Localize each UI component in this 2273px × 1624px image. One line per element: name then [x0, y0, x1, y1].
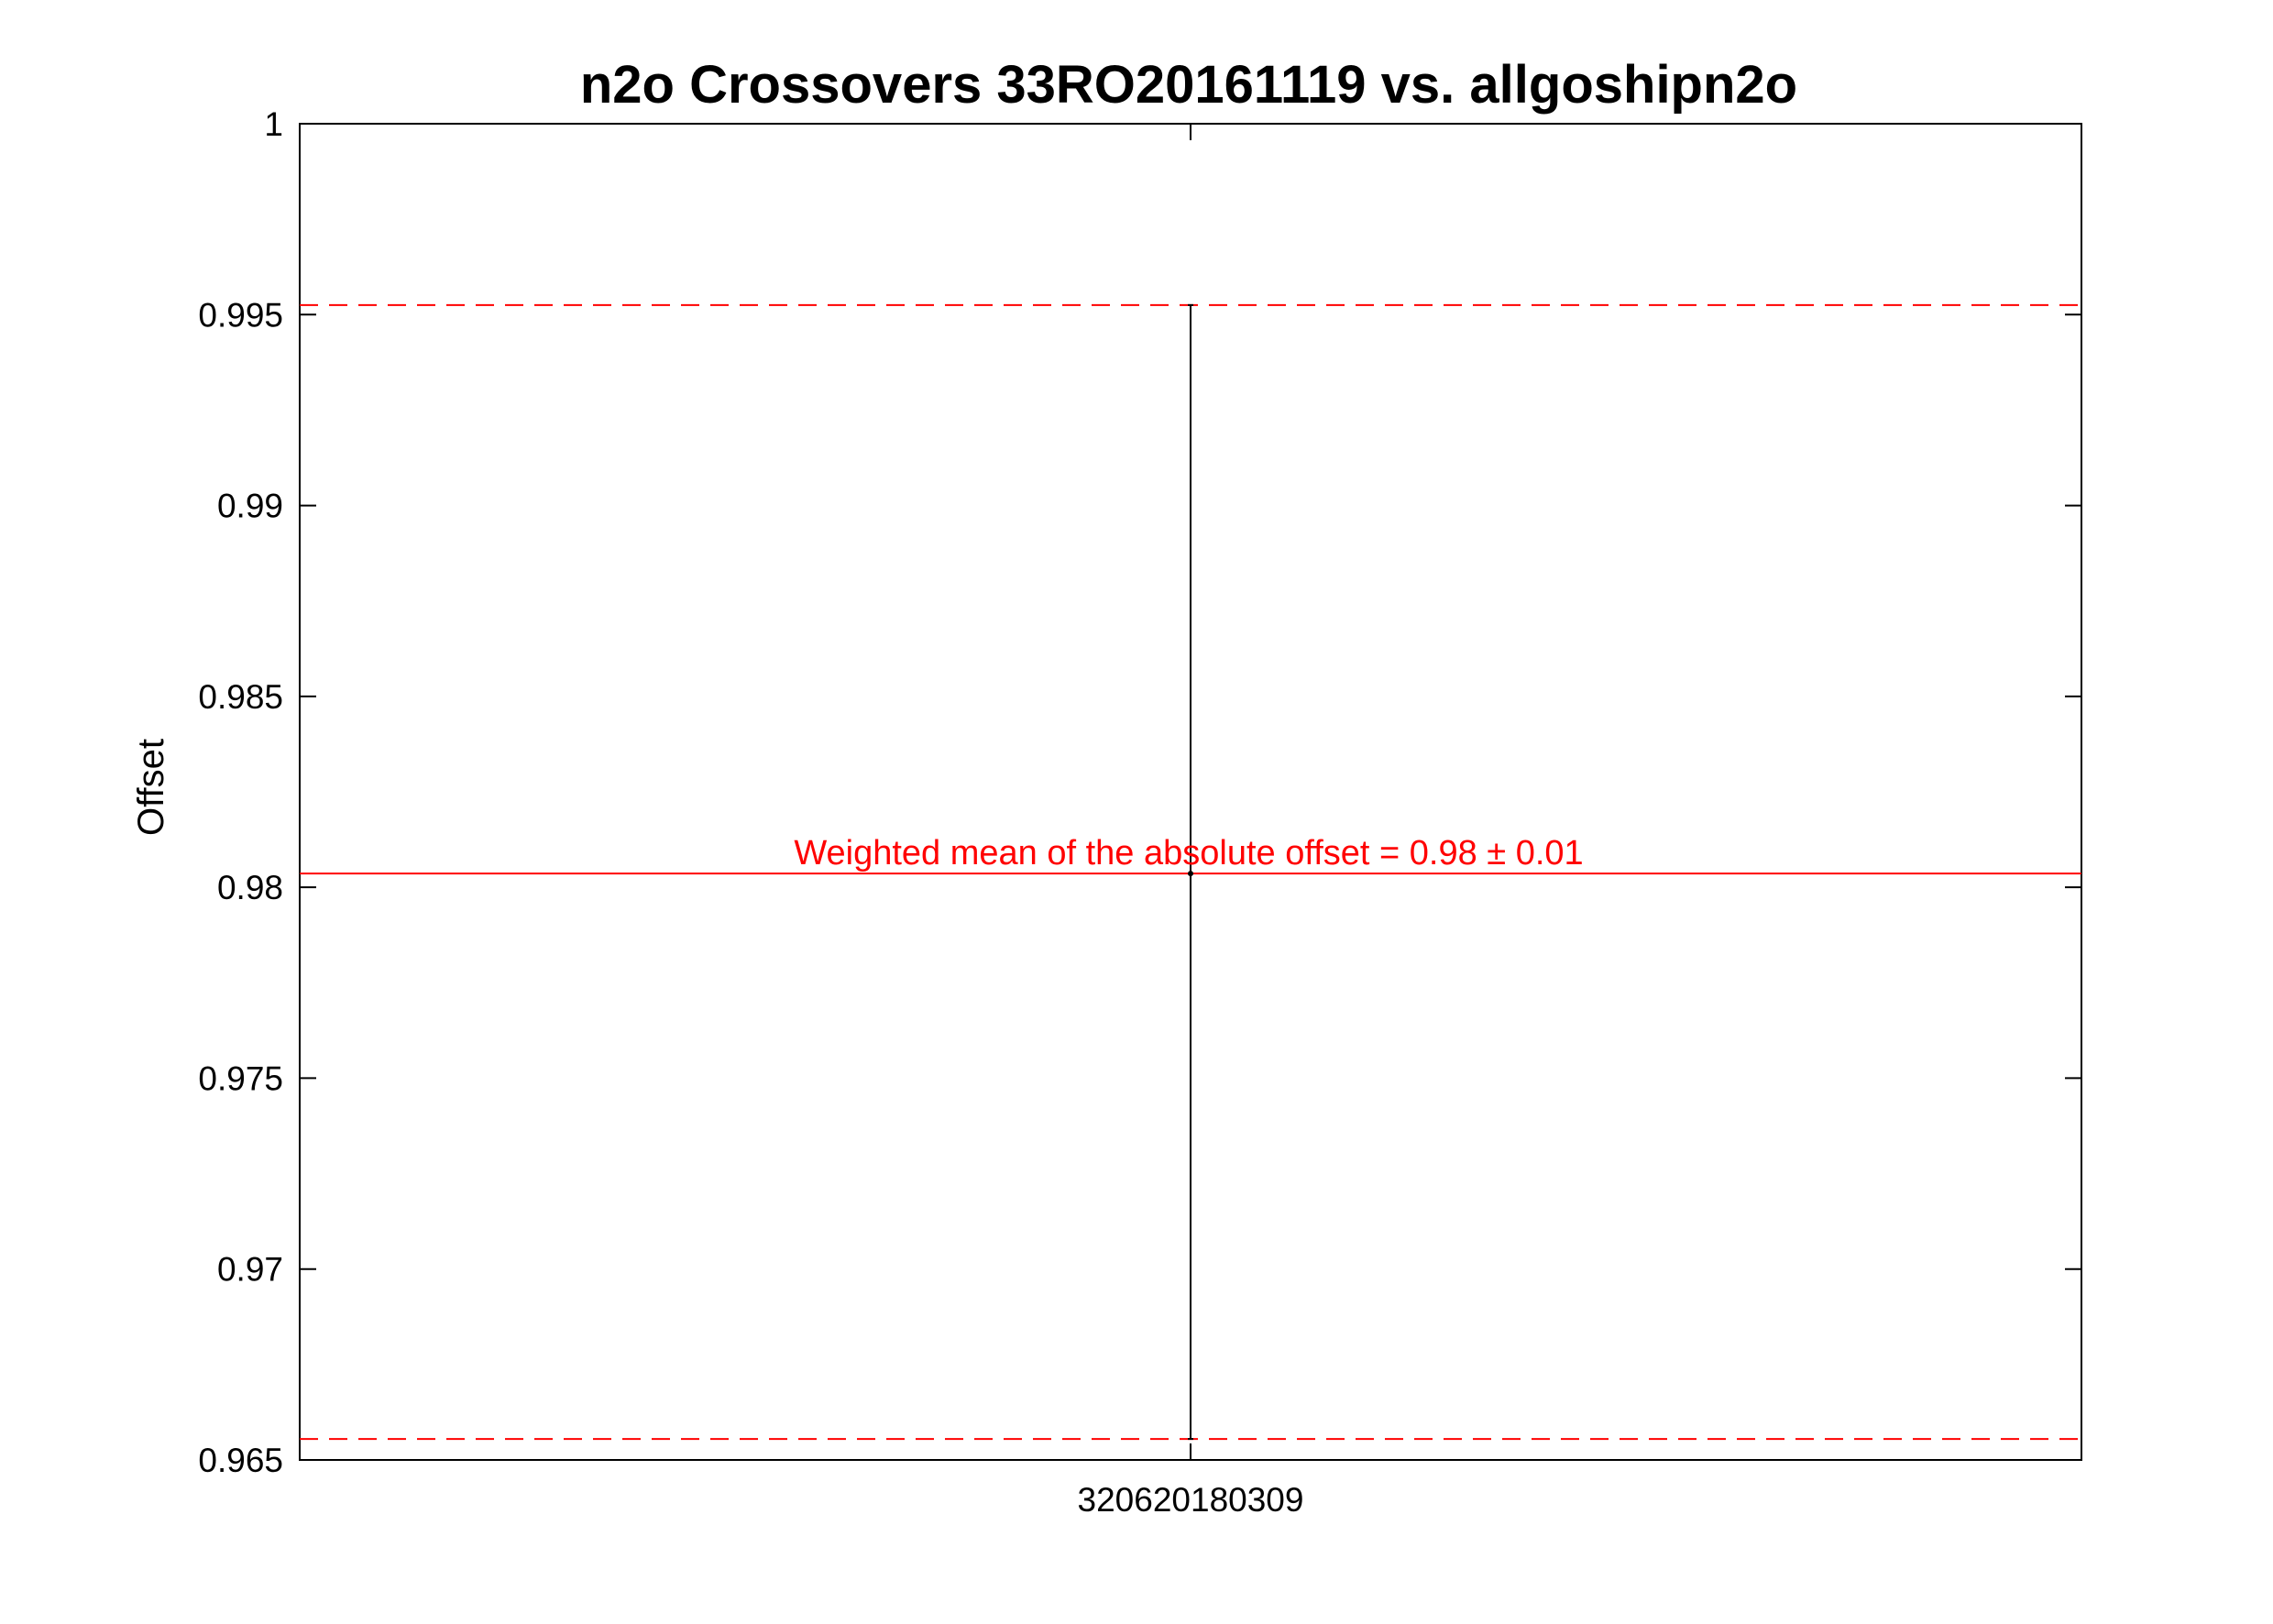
x-tick-label: 320620180309: [1078, 1481, 1304, 1519]
y-tick-label: 0.99: [217, 488, 283, 525]
y-tick-label: 0.985: [198, 678, 283, 716]
y-axis-label: Offset: [131, 739, 171, 836]
y-tick-label: 1: [264, 105, 283, 143]
error-bars: [1188, 303, 1193, 1441]
data-point: [1188, 871, 1193, 877]
chart-title: n2o Crossovers 33RO20161119 vs. allgoshi…: [580, 55, 1797, 115]
y-tick-label: 0.965: [198, 1442, 283, 1479]
y-tick-label: 0.995: [198, 296, 283, 334]
weighted-mean-annotation: Weighted mean of the absolute offset = 0…: [794, 834, 1583, 872]
y-tick-label: 0.98: [217, 869, 283, 906]
y-tick-label: 0.975: [198, 1059, 283, 1097]
y-axis-ticks: 0.965 0.97 0.975 0.98 0.985 0.99 0.995 1: [198, 105, 2081, 1479]
x-axis-ticks: 320620180309: [1078, 124, 1304, 1519]
y-tick-label: 0.97: [217, 1251, 283, 1289]
